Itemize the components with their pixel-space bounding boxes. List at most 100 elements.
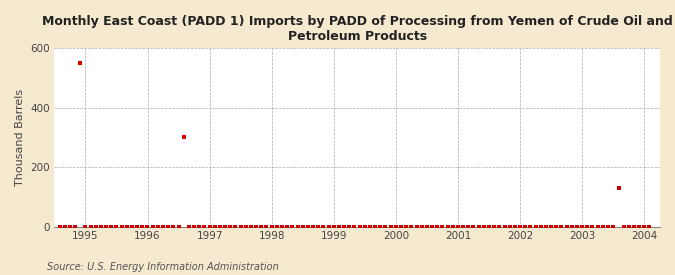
Point [184,224,194,229]
Point [339,224,350,229]
Point [163,224,173,229]
Point [168,224,179,229]
Point [587,224,598,229]
Point [142,224,153,229]
Point [545,224,556,229]
Point [463,224,474,229]
Point [126,224,137,229]
Point [215,224,225,229]
Point [204,224,215,229]
Point [64,224,75,229]
Point [390,224,401,229]
Point [427,224,437,229]
Point [623,224,634,229]
Point [556,224,567,229]
Point [448,224,458,229]
Point [359,224,370,229]
Point [370,224,381,229]
Point [240,224,251,229]
Point [442,224,453,229]
Point [468,224,479,229]
Point [416,224,427,229]
Point [582,224,593,229]
Point [421,224,432,229]
Point [153,224,163,229]
Point [256,224,267,229]
Point [271,224,282,229]
Point [561,224,572,229]
Point [608,224,618,229]
Point [510,224,520,229]
Point [122,224,132,229]
Point [628,224,639,229]
Point [499,224,510,229]
Point [308,224,319,229]
Point [209,224,220,229]
Text: Source: U.S. Energy Information Administration: Source: U.S. Energy Information Administ… [47,262,279,272]
Point [401,224,412,229]
Point [199,224,210,229]
Point [194,224,205,229]
Point [494,224,505,229]
Point [313,224,323,229]
Point [333,224,344,229]
Point [541,224,551,229]
Point [101,224,111,229]
Point [380,224,391,229]
Point [70,224,80,229]
Point [520,224,531,229]
Y-axis label: Thousand Barrels: Thousand Barrels [15,89,25,186]
Point [132,224,142,229]
Point [178,135,189,140]
Point [281,224,292,229]
Point [111,224,122,229]
Point [54,224,65,229]
Point [592,224,603,229]
Point [302,224,313,229]
Point [106,224,117,229]
Title: Monthly East Coast (PADD 1) Imports by PADD of Processing from Yemen of Crude Oi: Monthly East Coast (PADD 1) Imports by P… [42,15,672,43]
Point [432,224,443,229]
Point [116,224,127,229]
Point [95,224,106,229]
Point [328,224,339,229]
Point [644,224,655,229]
Point [489,224,500,229]
Point [250,224,261,229]
Point [344,224,354,229]
Point [323,224,334,229]
Point [318,224,329,229]
Point [385,224,396,229]
Point [147,224,158,229]
Point [483,224,494,229]
Point [287,224,298,229]
Point [613,186,624,190]
Point [137,224,148,229]
Point [566,224,577,229]
Point [597,224,608,229]
Point [504,224,515,229]
Point [437,224,448,229]
Point [396,224,406,229]
Point [266,224,277,229]
Point [525,224,536,229]
Point [90,224,101,229]
Point [173,224,184,229]
Point [618,224,629,229]
Point [188,224,199,229]
Point [297,224,308,229]
Point [634,224,645,229]
Point [75,61,86,65]
Point [535,224,546,229]
Point [458,224,468,229]
Point [230,224,241,229]
Point [603,224,614,229]
Point [80,224,90,229]
Point [235,224,246,229]
Point [479,224,489,229]
Point [225,224,236,229]
Point [411,224,422,229]
Point [157,224,168,229]
Point [364,224,375,229]
Point [551,224,562,229]
